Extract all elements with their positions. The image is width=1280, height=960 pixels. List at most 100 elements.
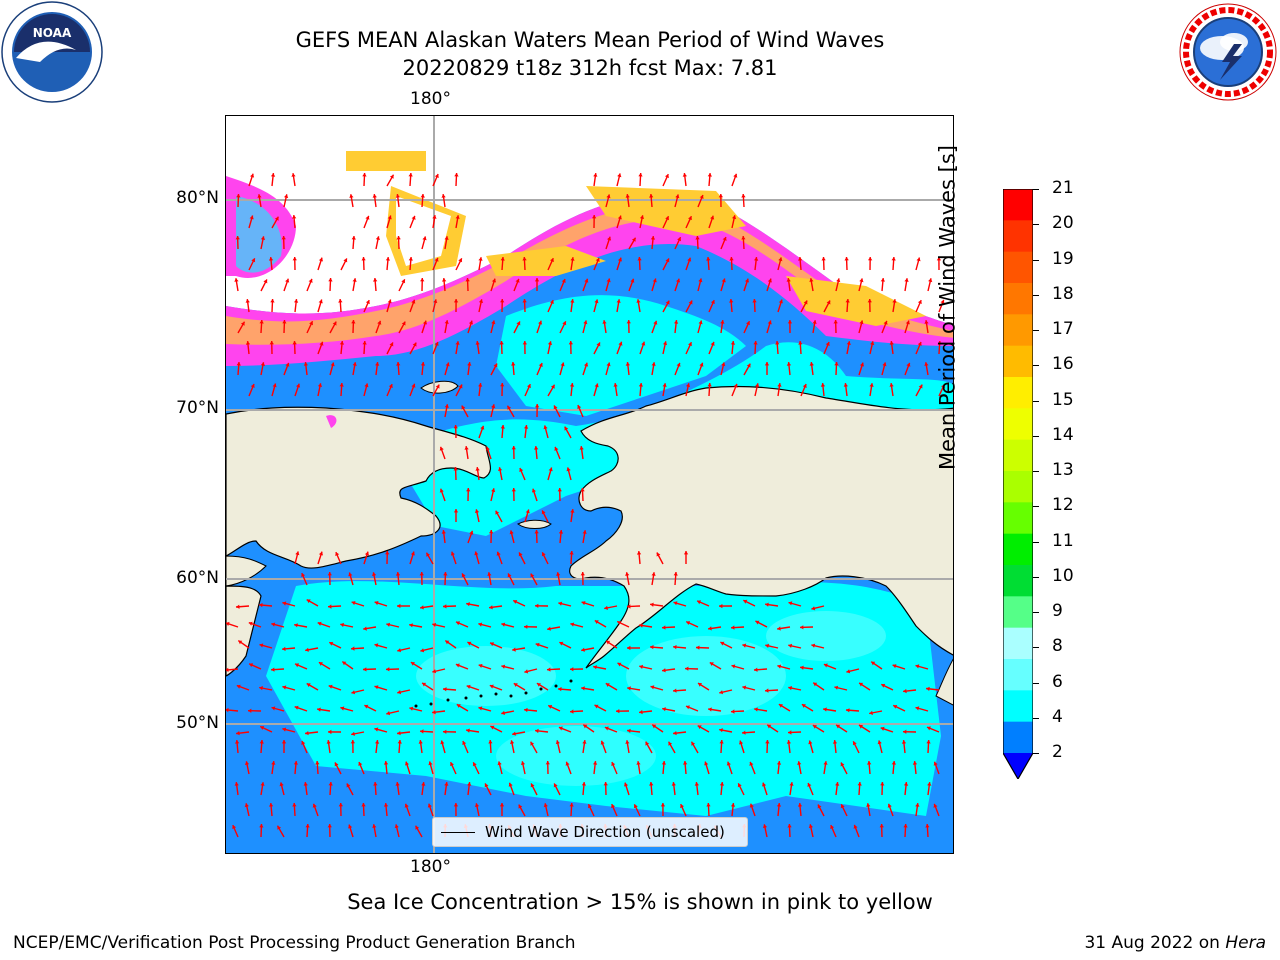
wave-arrow-head xyxy=(317,707,321,712)
wave-arrow-head xyxy=(338,299,343,303)
wave-arrow-head xyxy=(441,194,446,198)
wave-arrow-head xyxy=(686,383,691,388)
chart-subtitle: 20220829 t18z 312h fcst Max: 7.81 xyxy=(402,56,778,80)
wave-arrow-head xyxy=(673,731,677,736)
wave-arrow-head xyxy=(846,708,850,713)
wave-arrow-head xyxy=(625,194,630,198)
wave-arrow-head xyxy=(498,467,503,471)
wave-arrow-head xyxy=(840,804,845,809)
wave-arrow-head xyxy=(651,572,656,576)
wave-arrow-head xyxy=(443,687,447,692)
wave-arrow-head xyxy=(618,341,623,346)
wave-arrow-head xyxy=(673,601,678,606)
wave-arrow-head xyxy=(420,278,425,282)
wave-arrow-head xyxy=(453,425,458,429)
wave-arrow-head xyxy=(327,824,332,828)
lon-label-top: 180° xyxy=(410,89,451,109)
wave-arrow-head xyxy=(328,782,333,786)
wave-arrow-head xyxy=(742,730,746,735)
wave-arrow-head xyxy=(410,662,415,666)
wave-arrow-head xyxy=(649,782,654,786)
wave-arrow-head xyxy=(375,740,380,744)
wave-arrow-head xyxy=(912,761,918,765)
wave-arrow-head xyxy=(582,530,587,534)
wave-arrow-head xyxy=(484,783,489,788)
wave-arrow-head xyxy=(682,173,687,177)
colorbar-tick-label: 6 xyxy=(1052,671,1063,692)
wave-arrow-head xyxy=(496,551,501,556)
wave-arrow-head xyxy=(696,645,700,650)
wave-arrow-head xyxy=(491,320,496,325)
wind-wave-arrows xyxy=(226,172,946,838)
wave-arrow-head xyxy=(775,341,780,345)
wave-arrow-head xyxy=(389,174,394,179)
colorbar-tick-mark xyxy=(1033,471,1039,472)
wave-arrow-head xyxy=(334,762,339,767)
wave-arrow-head xyxy=(651,362,656,366)
wave-arrow-head xyxy=(765,643,770,648)
wave-arrow-head xyxy=(697,600,701,605)
wave-arrow-head xyxy=(566,467,571,472)
wave-arrow-head xyxy=(415,825,420,830)
wave-arrow-head xyxy=(535,728,539,734)
wave-arrow-head xyxy=(329,641,334,646)
wave-arrow-head xyxy=(236,731,240,736)
wave-arrow-head xyxy=(627,728,631,733)
colorbar-tick-label: 9 xyxy=(1052,601,1063,621)
colorbar-tick-mark xyxy=(1033,717,1039,719)
wave-arrow-head xyxy=(348,572,353,577)
wave-arrow-head xyxy=(786,740,791,744)
wave-arrow-head xyxy=(285,278,290,283)
wave-arrow-head xyxy=(639,664,644,669)
wave-arrow-head xyxy=(656,552,661,557)
wave-arrow-head xyxy=(704,761,709,766)
wave-arrow-head xyxy=(719,690,724,695)
colorbar-bin xyxy=(1003,314,1033,347)
wave-arrow-head xyxy=(582,740,587,744)
map-svg xyxy=(226,116,953,853)
wave-arrow-head xyxy=(708,707,712,712)
wave-arrow-head xyxy=(617,621,622,625)
wave-arrow-head xyxy=(466,488,471,492)
wave-arrow-head xyxy=(577,405,582,409)
wave-arrow-head xyxy=(306,683,311,688)
wave-arrow-head xyxy=(387,299,392,304)
wave-arrow-head xyxy=(668,741,673,746)
wave-arrow-head xyxy=(472,762,477,767)
wave-arrow-head xyxy=(274,216,279,221)
colorbar-tick-label: 14 xyxy=(1052,424,1074,445)
wave-arrow-head xyxy=(263,279,268,284)
wave-arrow-head xyxy=(834,685,839,690)
wave-arrow-head xyxy=(232,825,237,829)
wave-arrow-head xyxy=(836,278,841,283)
wave-arrow-head xyxy=(765,688,769,693)
wave-arrow-head xyxy=(541,510,546,515)
footer-host: Hera xyxy=(1225,933,1266,953)
wave-arrow-head xyxy=(522,341,527,345)
wave-arrow-head xyxy=(260,782,265,786)
wave-arrow-head xyxy=(755,383,760,388)
wave-arrow-head xyxy=(683,551,689,555)
wave-arrow-head xyxy=(419,572,424,576)
wave-arrow-head xyxy=(788,730,792,735)
wave-arrow-head xyxy=(295,663,299,668)
wave-arrow-head xyxy=(396,236,401,240)
wave-arrow-head xyxy=(548,705,553,709)
wave-arrow-head xyxy=(753,341,758,345)
wave-arrow-head xyxy=(248,621,253,626)
wave-arrow-head xyxy=(335,552,340,556)
wave-arrow-head xyxy=(764,362,770,366)
wave-arrow-head xyxy=(443,572,448,576)
wave-arrow-head xyxy=(501,710,505,715)
wave-arrow-head xyxy=(236,684,241,689)
wave-arrow-head xyxy=(500,383,505,387)
wave-arrow-head xyxy=(386,711,391,716)
wave-arrow-head xyxy=(584,362,589,367)
wave-arrow-head xyxy=(892,299,897,303)
wave-arrow-head xyxy=(639,623,643,628)
wave-arrow-head xyxy=(778,299,783,304)
wave-arrow-head xyxy=(830,825,835,829)
wave-arrow-head xyxy=(859,362,864,367)
wave-arrow-head xyxy=(282,646,286,651)
wave-arrow-head xyxy=(248,708,252,713)
